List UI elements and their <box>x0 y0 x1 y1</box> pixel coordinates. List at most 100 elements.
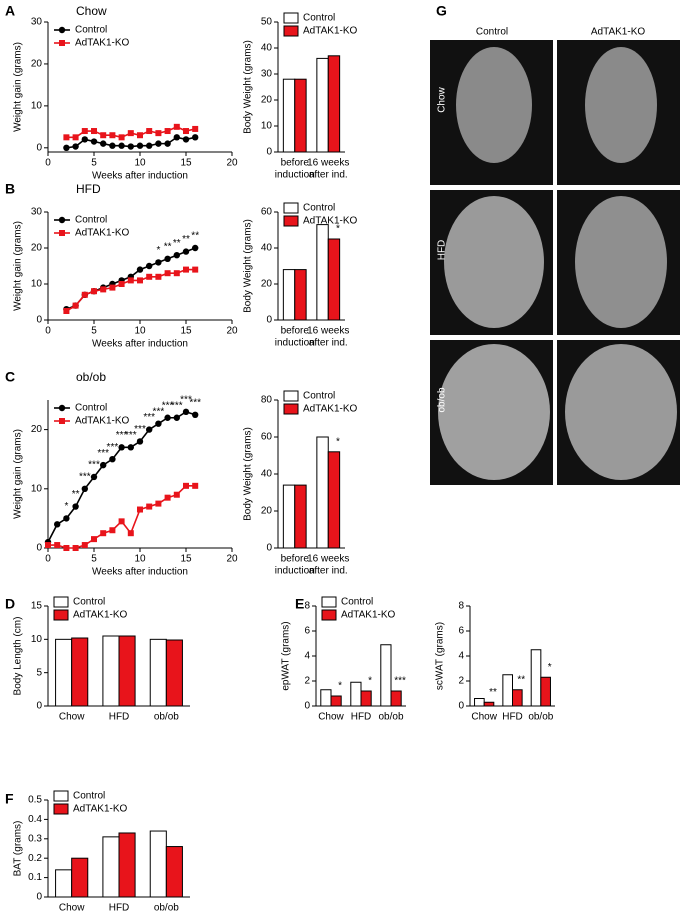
panel-title: HFD <box>76 182 101 196</box>
data-point <box>81 291 88 298</box>
data-point <box>90 138 98 145</box>
y-tick-label: 0.1 <box>28 872 42 883</box>
x-tick-label: 20 <box>226 326 238 337</box>
bar <box>282 78 296 153</box>
bar <box>316 436 329 549</box>
data-point <box>63 144 70 152</box>
data-point <box>192 244 199 252</box>
legend-marker <box>58 216 66 224</box>
bar <box>327 238 341 321</box>
legend-label: Control <box>303 203 335 214</box>
panel-letter: E <box>295 596 304 612</box>
bar <box>502 674 514 707</box>
y-axis-title: Body Weight (grams) <box>243 40 254 134</box>
data-point <box>192 266 199 273</box>
bar <box>350 681 362 707</box>
x-tick-label: 16 weeks <box>307 326 349 337</box>
x-tick-label: 10 <box>134 326 146 337</box>
x-tick-label: 0 <box>45 326 51 337</box>
significance-label: ** <box>517 674 525 685</box>
bar <box>380 644 392 707</box>
data-point <box>155 273 162 280</box>
significance-label: * <box>156 245 160 256</box>
data-point <box>91 536 97 543</box>
y-tick-label: 10 <box>261 121 273 132</box>
data-point <box>81 542 88 549</box>
data-point <box>127 143 134 150</box>
data-point <box>182 248 190 255</box>
bar <box>282 484 296 549</box>
significance-label: *** <box>88 460 100 471</box>
bar <box>294 269 307 321</box>
legend-marker <box>59 230 65 236</box>
data-point <box>118 518 125 525</box>
y-axis-title: Body Length (cm) <box>13 617 24 696</box>
x-tick-label: 5 <box>91 158 97 169</box>
data-point <box>164 128 171 135</box>
data-point <box>164 140 171 147</box>
x-tick-label: after ind. <box>309 566 348 577</box>
significance-label: ** <box>182 234 190 245</box>
legend-label: AdTAK1-KO <box>75 228 129 239</box>
data-point <box>164 414 171 421</box>
data-point <box>100 140 107 147</box>
data-point <box>164 494 171 501</box>
data-point <box>91 128 97 135</box>
legend-marker <box>59 418 65 424</box>
y-tick-label: 20 <box>31 59 43 70</box>
bar <box>530 649 542 707</box>
data-point <box>182 408 190 416</box>
x-tick-label: after ind. <box>309 170 348 181</box>
panel-letter: G <box>436 3 447 19</box>
data-point <box>155 420 162 427</box>
bar <box>320 689 332 707</box>
legend-label: AdTAK1-KO <box>75 416 129 427</box>
data-point <box>118 134 125 141</box>
y-tick-label: 20 <box>261 279 273 290</box>
y-tick-label: 20 <box>31 243 43 254</box>
bar <box>102 836 120 898</box>
legend-label: Control <box>75 25 107 36</box>
significance-label: *** <box>189 397 201 408</box>
mri-body <box>438 344 550 480</box>
data-point <box>127 130 134 137</box>
data-point <box>155 130 162 137</box>
x-tick-label: after ind. <box>309 338 348 349</box>
bar <box>360 690 372 707</box>
legend-label: Control <box>75 403 107 414</box>
legend-label: Control <box>73 791 105 802</box>
legend-marker <box>59 40 65 46</box>
bar <box>55 638 73 707</box>
data-point <box>146 273 153 280</box>
y-tick-label: 10 <box>31 279 43 290</box>
x-tick-label: Chow <box>59 903 85 914</box>
legend-swatch <box>283 202 299 214</box>
data-point <box>54 542 61 549</box>
significance-label: * <box>368 676 372 687</box>
data-point <box>63 545 70 551</box>
y-axis-title: scWAT (grams) <box>435 622 446 690</box>
data-point <box>173 134 180 141</box>
bar <box>327 451 341 549</box>
data-point <box>118 281 125 287</box>
legend-label: AdTAK1-KO <box>303 216 357 227</box>
legend-swatch <box>321 596 337 608</box>
significance-label: *** <box>171 400 183 411</box>
x-tick-label: HFD <box>109 903 130 914</box>
data-point <box>63 515 70 522</box>
bar <box>390 690 402 707</box>
significance-label: * <box>336 436 340 447</box>
legend-label: AdTAK1-KO <box>341 610 395 621</box>
mri-panel: G Control AdTAK1-KO Chow HFD ob/ob <box>430 3 680 485</box>
row-label: HFD <box>437 240 448 261</box>
legend-label: AdTAK1-KO <box>73 804 127 815</box>
y-axis-title: Weight gain (grams) <box>13 42 24 132</box>
x-tick-label: 0 <box>45 158 51 169</box>
x-tick-label: ob/ob <box>378 712 403 723</box>
data-point <box>81 136 89 143</box>
x-tick-label: HFD <box>502 712 523 723</box>
data-point <box>81 128 88 135</box>
y-tick-label: 40 <box>261 43 273 54</box>
data-point <box>109 142 116 149</box>
